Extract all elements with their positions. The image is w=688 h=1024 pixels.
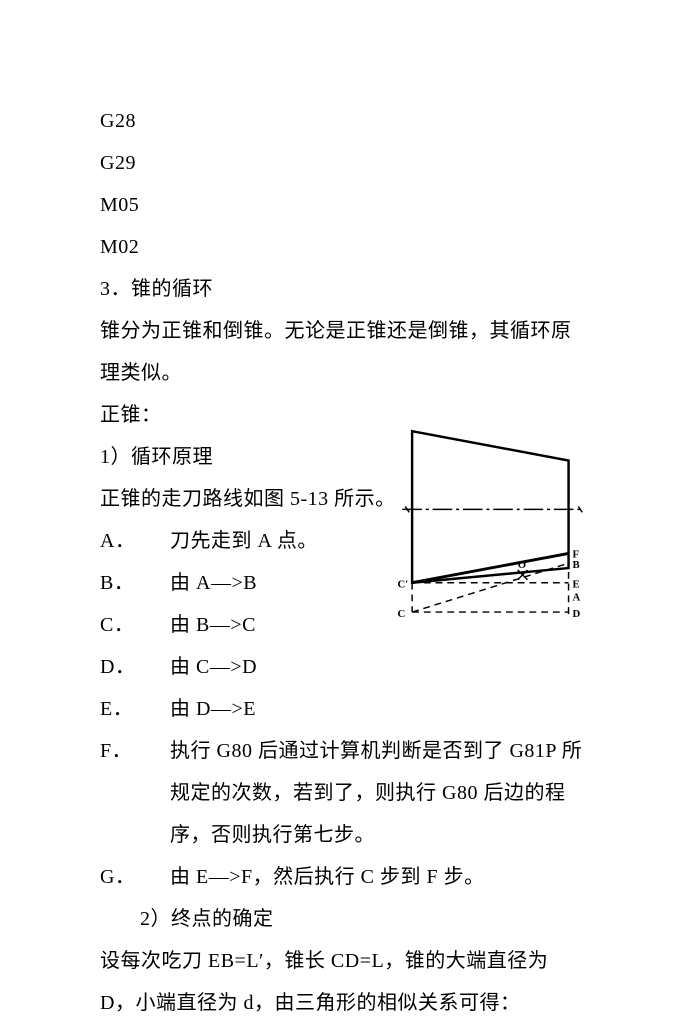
- diagram-label: E: [572, 579, 579, 591]
- step-key: D．: [100, 646, 170, 688]
- part-number: 1）: [100, 446, 131, 468]
- step-val: 执行 G80 后通过计算机判断是否到了 G81P 所规定的次数，若到了，则执行 …: [170, 730, 588, 856]
- step-row: F． 执行 G80 后通过计算机判断是否到了 G81P 所规定的次数，若到了，则…: [100, 730, 588, 856]
- diagram-label: C′: [397, 579, 408, 591]
- section-heading: 3．锥的循环: [100, 268, 588, 310]
- step-key: B．: [100, 562, 170, 604]
- diagram-label: B: [572, 559, 579, 571]
- part-number: 2）: [140, 908, 171, 930]
- section-number: 3: [100, 278, 111, 300]
- section-intro: 锥分为正锥和倒锥。无论是正锥还是倒锥，其循环原理类似。: [100, 310, 588, 394]
- step-row: E． 由 D—>E: [100, 688, 588, 730]
- diagram-label: C: [397, 608, 405, 620]
- code-line: M05: [100, 184, 588, 226]
- step-key: A．: [100, 520, 170, 562]
- part-title: 终点的确定: [171, 908, 274, 930]
- section-title: 锥的循环: [131, 278, 213, 300]
- part-heading: 2）终点的确定: [100, 898, 588, 940]
- step-key: F．: [100, 730, 170, 856]
- part-title: 循环原理: [131, 446, 213, 468]
- diagram-label: D: [572, 608, 580, 620]
- diagram-outer: [412, 431, 568, 583]
- diagram-label: O: [518, 559, 526, 571]
- code-line: G29: [100, 142, 588, 184]
- step-key: C．: [100, 604, 170, 646]
- cone-diagram: F B E A D O C′ C: [373, 419, 593, 634]
- step-row: G． 由 E—>F，然后执行 C 步到 F 步。: [100, 856, 588, 898]
- step-val: 由 E—>F，然后执行 C 步到 F 步。: [170, 856, 588, 898]
- diagram-boldline: [412, 553, 568, 582]
- step-val: 由 C—>D: [170, 646, 588, 688]
- step-key: G．: [100, 856, 170, 898]
- step-key: E．: [100, 688, 170, 730]
- code-line: G28: [100, 100, 588, 142]
- step-row: D． 由 C—>D: [100, 646, 588, 688]
- step-val: 由 D—>E: [170, 688, 588, 730]
- diagram-label: A: [572, 591, 580, 603]
- part-text: 设每次吃刀 EB=L′，锥长 CD=L，锥的大端直径为 D，小端直径为 d，由三…: [100, 940, 588, 1024]
- code-line: M02: [100, 226, 588, 268]
